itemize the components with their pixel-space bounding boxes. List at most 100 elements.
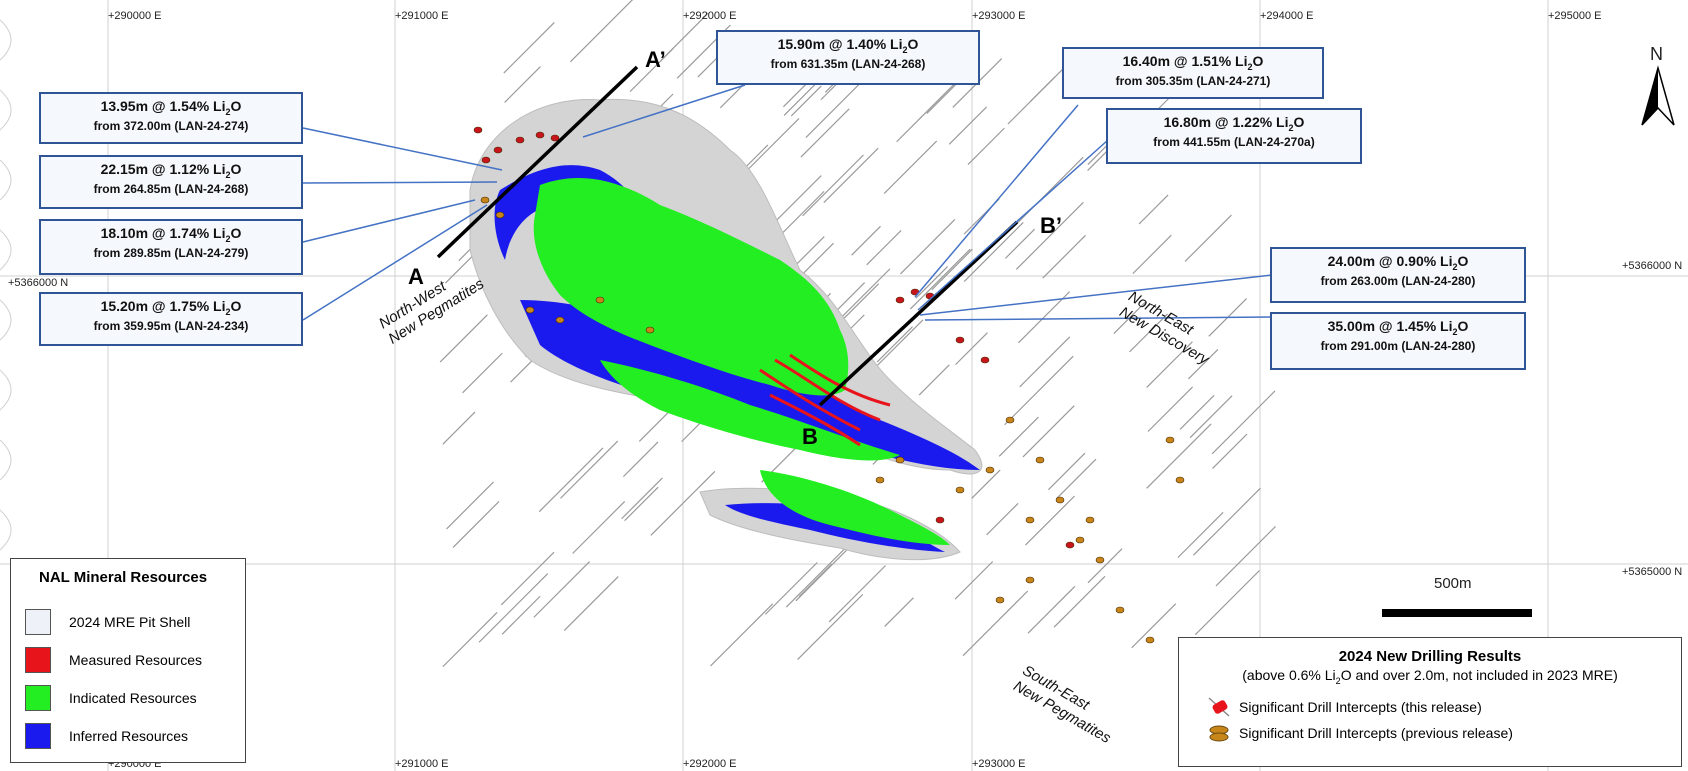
red-intercept-marker — [955, 336, 965, 344]
drill-trace — [1131, 603, 1177, 649]
drill-trace — [805, 75, 868, 138]
indicated-resources — [533, 177, 950, 545]
orange-intercept-marker — [595, 296, 605, 304]
legend-item: Indicated Resources — [25, 685, 197, 711]
drill-trace — [1132, 234, 1172, 275]
legend-label: Indicated Resources — [69, 690, 197, 706]
orange-intercept-marker — [955, 486, 965, 494]
red-intercept-marker — [980, 356, 990, 364]
intercept-callout: 24.00m @ 0.90% Li2O from 263.00m (LAN-24… — [1270, 247, 1526, 303]
orange-intercept-marker — [1035, 456, 1045, 464]
north-label: N — [1650, 44, 1663, 64]
drill-trace — [560, 440, 619, 499]
orange-intercept-marker — [1145, 636, 1155, 644]
intercept-callout: 16.40m @ 1.51% Li2O from 305.35m (LAN-24… — [1062, 47, 1324, 99]
scale-bar — [1382, 609, 1532, 617]
orange-intercept-marker — [495, 211, 505, 219]
orange-intercept-marker — [645, 326, 655, 334]
drill-trace — [563, 576, 619, 631]
orange-intercept-marker — [555, 316, 565, 324]
drill-traces — [439, 0, 1276, 668]
drill-trace — [1215, 526, 1276, 587]
drill-trace — [1025, 495, 1076, 546]
drill-trace — [1048, 452, 1086, 491]
drill-trace — [918, 364, 950, 396]
legend-swatch — [25, 685, 51, 711]
north-arrow-icon — [1641, 65, 1675, 126]
legend-title: NAL Mineral Resources — [39, 569, 208, 586]
orange-intercept-marker — [985, 466, 995, 474]
drill-trace — [899, 219, 956, 275]
drill-trace — [462, 352, 503, 394]
drill-trace — [915, 266, 949, 299]
legend-swatch — [25, 609, 51, 635]
legend-item: Measured Resources — [25, 647, 202, 673]
red-intercept-marker — [535, 131, 545, 139]
x-coord-label: +291000 E — [395, 10, 449, 22]
intercept-callout: 18.10m @ 1.74% Li2O from 289.85m (LAN-24… — [39, 219, 303, 275]
orange-intercept-marker — [1165, 436, 1175, 444]
drill-trace — [851, 225, 881, 256]
drill-trace — [572, 501, 626, 554]
legend-item: 2024 MRE Pit Shell — [25, 609, 190, 635]
drill-trace — [569, 0, 634, 63]
drill-trace — [948, 106, 988, 145]
legend-swatch — [25, 723, 51, 749]
drill-trace — [1146, 423, 1212, 489]
intercept-callout: 16.80m @ 1.22% Li2O from 441.55m (LAN-24… — [1106, 108, 1362, 164]
resources-legend: NAL Mineral Resources 2024 MRE Pit Shell… — [10, 558, 246, 763]
drill-trace — [442, 411, 476, 445]
drill-trace — [1015, 201, 1084, 270]
drill-trace — [504, 66, 541, 103]
drill-trace — [1177, 511, 1224, 559]
drill-trace — [896, 83, 955, 143]
drill-trace — [1179, 394, 1215, 430]
results-item: Significant Drill Intercepts (previous r… — [1207, 722, 1681, 744]
drill-trace — [1212, 433, 1248, 469]
drill-trace — [797, 593, 864, 661]
drill-trace — [798, 563, 833, 598]
drill-trace — [1004, 228, 1036, 259]
orange-intercept-marker — [1025, 516, 1035, 524]
drill-trace — [764, 562, 818, 615]
drill-trace — [931, 248, 973, 291]
drill-trace — [621, 477, 663, 520]
measured-resources — [759, 353, 891, 447]
intercept-callout: 15.20m @ 1.75% Li2O from 359.95m (LAN-24… — [39, 292, 303, 346]
drill-trace — [1147, 386, 1194, 432]
drill-trace — [478, 573, 549, 643]
red-intercept-marker — [895, 296, 905, 304]
drill-trace — [442, 612, 498, 668]
drill-trace — [1187, 349, 1219, 380]
orange-intercept-marker — [995, 596, 1005, 604]
x-coord-label: +292000 E — [683, 10, 737, 22]
orange-intercept-marker — [480, 196, 490, 204]
drill-trace — [710, 603, 774, 667]
red-intercept-marker — [1065, 541, 1075, 549]
drill-trace — [876, 326, 913, 363]
orange-intercept-marker — [1085, 516, 1095, 524]
y-coord-label: +5366000 N — [1622, 260, 1683, 272]
drill-trace — [866, 229, 902, 266]
drill-trace — [452, 500, 500, 548]
drill-trace — [533, 561, 591, 618]
intercept-callout: 35.00m @ 1.45% Li2O from 291.00m (LAN-24… — [1270, 312, 1526, 370]
x-coord-label: +295000 E — [1548, 10, 1602, 22]
results-title: 2024 New Drilling Results — [1338, 648, 1522, 665]
results-subtitle: (above 0.6% Li2O and over 2.0m, not incl… — [1242, 667, 1618, 686]
orange-intercept-marker — [1005, 416, 1015, 424]
intercept-callout: 15.90m @ 1.40% Li2O from 631.35m (LAN-24… — [716, 30, 980, 85]
red-intercept-marker — [550, 134, 560, 142]
drill-trace — [955, 332, 988, 366]
y-coord-label: +5365000 N — [1622, 566, 1683, 578]
drill-trace — [971, 469, 1001, 499]
drill-trace — [1189, 395, 1233, 439]
drill-trace — [500, 551, 555, 606]
x-coord-label-bottom: +292000 E — [683, 758, 737, 770]
orange-intercept-marker — [525, 306, 535, 314]
red-intercept-icon — [1208, 697, 1230, 717]
drill-trace — [998, 416, 1039, 457]
results-item: Significant Drill Intercepts (this relea… — [1207, 696, 1681, 718]
drill-trace — [1211, 390, 1276, 455]
